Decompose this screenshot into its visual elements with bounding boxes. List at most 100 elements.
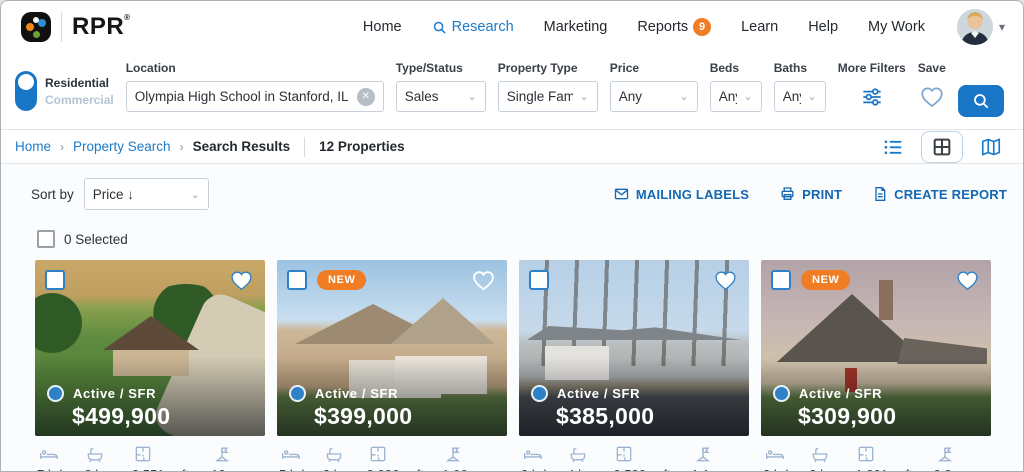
mailing-labels-label: MAILING LABELS: [635, 186, 750, 202]
lot-stat: 1.06 acres: [442, 444, 503, 471]
breadcrumb-separator: ›: [60, 139, 65, 154]
baths-value: 3 ba: [84, 467, 109, 471]
property-cards-grid: Active / SFR $499,900 7 bd 3 ba 2,551 sq…: [35, 260, 991, 471]
type-status-select[interactable]: Sales ⌄: [395, 81, 486, 112]
property-photo[interactable]: Active / SFR $499,900: [35, 260, 265, 436]
nav-research-label: Research: [451, 19, 514, 35]
property-card[interactable]: NEW Active / SFR $399,000 5 bd 3 ba 3,83…: [277, 260, 507, 471]
sqft-stat: 3,836 sqft: [367, 444, 424, 471]
property-checkbox[interactable]: [45, 270, 65, 290]
favorite-heart-icon[interactable]: [712, 268, 739, 293]
lot-value: 2.8 acres: [934, 467, 987, 471]
property-type-value: Single Family: [506, 89, 574, 104]
beds-value: 3 bd: [521, 467, 546, 471]
property-stats: 3 bd 3 ba 1,801 sqft 2.8 acres: [761, 436, 991, 471]
bath-icon: [809, 444, 831, 464]
create-report-button[interactable]: CREATE REPORT: [872, 186, 1007, 202]
property-checkbox[interactable]: [529, 270, 549, 290]
grid-view-button[interactable]: [921, 130, 963, 163]
nav-help[interactable]: Help: [808, 19, 838, 35]
nav-reports[interactable]: Reports 9: [637, 18, 712, 36]
residential-commercial-toggle[interactable]: [15, 71, 37, 111]
status-label: Active / SFR: [557, 386, 641, 401]
user-menu[interactable]: ▾: [956, 9, 1005, 45]
beds-field-group: Beds Any ⌄: [709, 61, 762, 112]
baths-stat: 3 ba: [84, 444, 110, 471]
active-status-dot: [531, 385, 548, 402]
sort-select[interactable]: Price ↓ ⌄: [83, 178, 209, 210]
baths-value: Any: [782, 89, 802, 104]
property-photo[interactable]: Active / SFR $385,000: [519, 260, 749, 436]
search-button[interactable]: [957, 85, 1004, 117]
logo-label: RPR: [72, 13, 125, 40]
nav-learn[interactable]: Learn: [741, 19, 778, 35]
favorite-heart-icon[interactable]: [954, 268, 981, 293]
rpr-logo-text: RPR®: [72, 13, 131, 41]
breadcrumb-home[interactable]: Home: [15, 139, 52, 154]
location-input[interactable]: Olympia High School in Stanford, IL ✕: [125, 81, 384, 112]
nav-my-work[interactable]: My Work: [868, 19, 925, 35]
sort-value: Price ↓: [92, 186, 135, 202]
beds-stat: 3 bd: [763, 444, 788, 471]
breadcrumb-property-search[interactable]: Property Search: [73, 139, 171, 154]
baths-stat: 3 ba: [809, 444, 835, 471]
results-content: Sort by Price ↓ ⌄ MAILING LABELS PRINT C…: [1, 164, 1023, 471]
more-filters-group: More Filters: [838, 61, 906, 112]
list-view-button[interactable]: [875, 133, 911, 161]
results-toolbar: Sort by Price ↓ ⌄ MAILING LABELS PRINT C…: [1, 164, 1023, 218]
more-filters-label: More Filters: [837, 61, 906, 75]
breadcrumb-separator: ›: [179, 139, 184, 154]
property-card[interactable]: NEW Active / SFR $309,900 3 bd 3 ba 1,80…: [761, 260, 991, 471]
search-filter-bar: Residential Commercial Location Olympia …: [1, 53, 1023, 130]
property-checkbox[interactable]: [771, 270, 791, 290]
property-card[interactable]: Active / SFR $499,900 7 bd 3 ba 2,551 sq…: [35, 260, 265, 471]
logo-divider: [61, 12, 62, 42]
sqft-stat: 1,801 sqft: [855, 444, 913, 471]
property-checkbox[interactable]: [287, 270, 307, 290]
save-search-button[interactable]: [918, 81, 946, 112]
type-status-value: Sales: [404, 89, 439, 104]
price-select[interactable]: Any ⌄: [609, 81, 698, 112]
mode-commercial-label[interactable]: Commercial: [45, 92, 114, 107]
bed-icon: [763, 444, 787, 464]
nav-research[interactable]: Research: [432, 19, 514, 35]
results-count: 12 Properties: [319, 139, 405, 154]
clear-location-icon[interactable]: ✕: [356, 87, 375, 106]
active-status-dot: [47, 385, 64, 402]
favorite-heart-icon[interactable]: [470, 268, 497, 293]
chevron-down-icon: ⌄: [579, 91, 589, 103]
chevron-down-icon: ▾: [998, 20, 1005, 34]
beds-select[interactable]: Any ⌄: [709, 81, 762, 112]
nav-home[interactable]: Home: [363, 19, 402, 35]
chevron-down-icon: ⌄: [679, 91, 689, 103]
favorite-heart-icon[interactable]: [228, 268, 255, 293]
bath-icon: [323, 444, 345, 464]
save-label: Save: [917, 61, 946, 75]
property-type-select[interactable]: Single Family ⌄: [497, 81, 598, 112]
property-stats: 7 bd 3 ba 2,551 sqft 10 acres: [35, 436, 265, 471]
lot-stat: 10 acres: [211, 444, 261, 471]
property-photo[interactable]: NEW Active / SFR $399,000: [277, 260, 507, 436]
nav-marketing[interactable]: Marketing: [544, 19, 608, 35]
listing-price: $499,900: [72, 403, 171, 429]
select-all-checkbox[interactable]: [37, 230, 55, 248]
more-filters-button[interactable]: [859, 81, 885, 112]
printer-icon: [779, 186, 796, 202]
status-label: Active / SFR: [315, 386, 399, 401]
document-icon: [872, 186, 888, 202]
rpr-logo[interactable]: RPR®: [21, 12, 131, 42]
property-card[interactable]: Active / SFR $385,000 3 bd 4 ba 3,580 sq…: [519, 260, 749, 471]
mode-residential-label[interactable]: Residential: [45, 75, 110, 90]
map-view-button[interactable]: [973, 133, 1009, 161]
sliders-icon: [859, 84, 885, 110]
beds-stat: 3 bd: [521, 444, 546, 471]
baths-select[interactable]: Any ⌄: [773, 81, 826, 112]
lot-icon: [442, 444, 464, 464]
property-photo[interactable]: NEW Active / SFR $309,900: [761, 260, 991, 436]
lot-value: 1.1 acres: [692, 467, 745, 471]
lot-value: 1.06 acres: [442, 467, 503, 471]
mailing-labels-button[interactable]: MAILING LABELS: [613, 186, 749, 202]
baths-field-group: Baths Any ⌄: [773, 61, 826, 112]
user-avatar: [956, 9, 993, 45]
print-button[interactable]: PRINT: [779, 186, 842, 202]
